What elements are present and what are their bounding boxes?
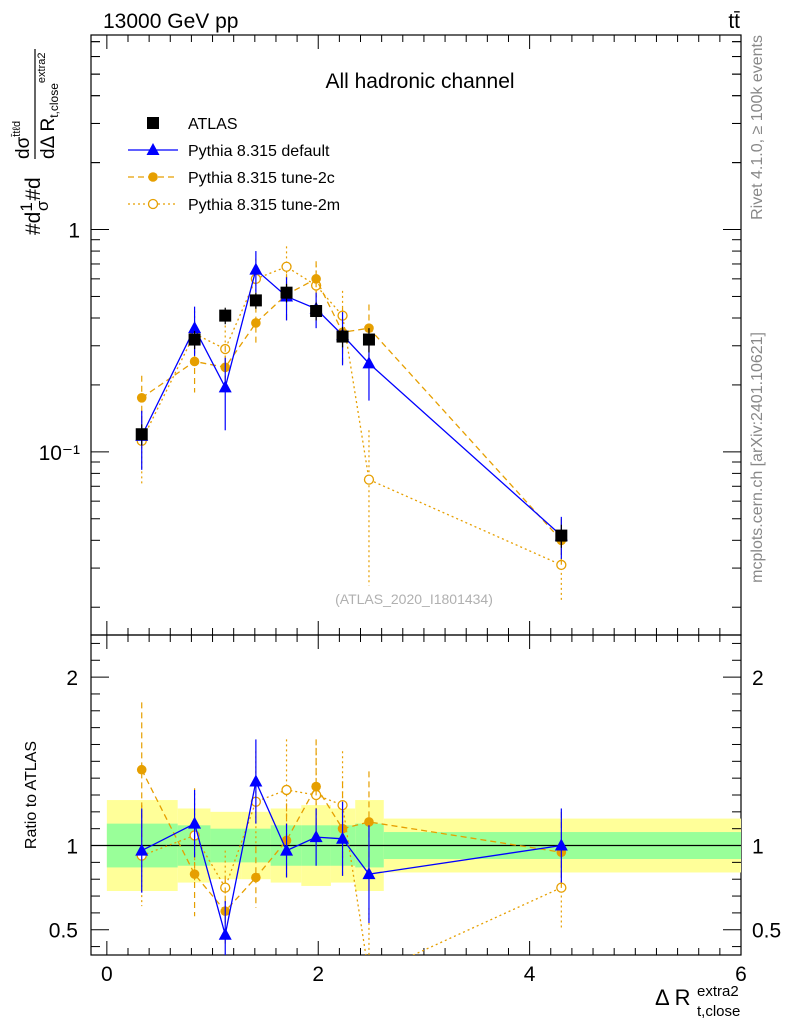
ratio-bands bbox=[91, 800, 741, 891]
atlas-point bbox=[336, 330, 349, 343]
ratio-point bbox=[336, 831, 350, 844]
ratio-point bbox=[364, 817, 374, 827]
ratio-point bbox=[280, 843, 294, 856]
series-point bbox=[251, 318, 261, 328]
y-tick-label: 1 bbox=[68, 220, 80, 243]
ratio-point bbox=[135, 843, 149, 856]
series-point bbox=[249, 262, 263, 275]
atlas-point bbox=[249, 294, 262, 307]
series-line bbox=[141, 266, 562, 566]
series-point bbox=[188, 321, 202, 334]
ratio-frame bbox=[90, 634, 742, 956]
x-axis-label: Δ R extra2 t,close bbox=[655, 983, 740, 1020]
ratio-point bbox=[218, 927, 232, 940]
chart-title: All hadronic channel bbox=[325, 70, 514, 93]
ratio-point bbox=[249, 774, 263, 787]
legend: ATLAS Pythia 8.315 default Pythia 8.315 tu… bbox=[128, 116, 340, 214]
atlas-point bbox=[188, 333, 201, 346]
series-point bbox=[136, 393, 147, 403]
ratio-point bbox=[311, 781, 321, 792]
y-tick-label: 10⁻¹ bbox=[39, 442, 80, 465]
y-axis-label-main: #d1σ#d dσt̄tℓd dΔ Rt,closeextra2 bbox=[11, 49, 61, 235]
x-tick-label: 2 bbox=[312, 963, 324, 986]
analysis-id: (ATLAS_2020_I1801434) bbox=[335, 591, 493, 607]
ratio-y-label: Ratio to ATLAS bbox=[23, 741, 40, 849]
atlas-point bbox=[362, 333, 375, 346]
svg-text:dσt̄tℓd: dσt̄tℓd bbox=[11, 121, 34, 159]
atlas-point bbox=[219, 309, 232, 322]
svg-text:extra2: extra2 bbox=[697, 983, 739, 1000]
energy-label: 13000 GeV pp bbox=[103, 10, 238, 33]
ratio-point bbox=[281, 784, 292, 796]
legend-marker bbox=[147, 117, 159, 129]
ratio-point bbox=[364, 971, 373, 980]
series-line bbox=[141, 277, 562, 541]
series-point bbox=[281, 261, 292, 272]
legend-marker bbox=[146, 143, 160, 155]
atlas-point bbox=[310, 305, 323, 318]
ratio-y-tick-label-right: 0.5 bbox=[752, 920, 781, 943]
ratio-y-tick-label: 1 bbox=[66, 836, 78, 859]
legend-label: Pythia 8.315 tune-2m bbox=[188, 197, 340, 214]
ratio-point bbox=[136, 764, 147, 775]
ratio-y-tick-label: 0.5 bbox=[49, 920, 78, 943]
svg-text:Δ R: Δ R bbox=[655, 985, 690, 1010]
svg-text:t,close: t,close bbox=[697, 1003, 740, 1020]
axis-ticks: 0 2 4 6 1 10⁻¹ 0.5 0.5 1 1 2 2 bbox=[39, 35, 781, 986]
series-point bbox=[189, 356, 200, 367]
ratio-point bbox=[251, 872, 261, 883]
series-point bbox=[363, 474, 375, 485]
legend-label: Pythia 8.315 default bbox=[188, 143, 330, 160]
atlas-point bbox=[555, 529, 568, 542]
legend-marker bbox=[147, 198, 159, 210]
rivet-label: Rivet 4.1.0, ≥ 100k events bbox=[749, 35, 766, 220]
svg-text:#d1σ#d: #d1σ#d bbox=[17, 177, 52, 235]
atlas-point bbox=[280, 286, 293, 299]
series-line bbox=[141, 268, 562, 537]
process-label: tt̄ bbox=[728, 10, 740, 33]
legend-label: ATLAS bbox=[188, 116, 238, 133]
main-series bbox=[135, 246, 568, 603]
ratio-point bbox=[309, 830, 323, 843]
legend-label: Pythia 8.315 tune-2c bbox=[188, 170, 335, 187]
ratio-line bbox=[141, 769, 562, 913]
ratio-point bbox=[188, 816, 202, 829]
ratio-point bbox=[554, 838, 568, 851]
ratio-point bbox=[189, 869, 200, 879]
mcplots-label: mcplots.cern.ch [arXiv:2401.10621] bbox=[749, 332, 766, 583]
x-tick-label: 6 bbox=[735, 963, 747, 986]
legend-marker bbox=[148, 172, 158, 182]
x-tick-label: 4 bbox=[524, 963, 536, 986]
series-point bbox=[362, 356, 376, 369]
series-point bbox=[311, 274, 321, 284]
ratio-point bbox=[362, 867, 376, 880]
atlas-point bbox=[135, 428, 148, 441]
series-point bbox=[218, 380, 232, 393]
ratio-y-tick-label-right: 1 bbox=[752, 836, 764, 859]
svg-text:dΔ Rt,closeextra2: dΔ Rt,closeextra2 bbox=[36, 53, 61, 159]
ratio-y-tick-label: 2 bbox=[66, 667, 78, 690]
ratio-series bbox=[135, 702, 568, 980]
ratio-y-tick-label-right: 2 bbox=[752, 667, 764, 690]
x-tick-label: 0 bbox=[101, 963, 113, 986]
